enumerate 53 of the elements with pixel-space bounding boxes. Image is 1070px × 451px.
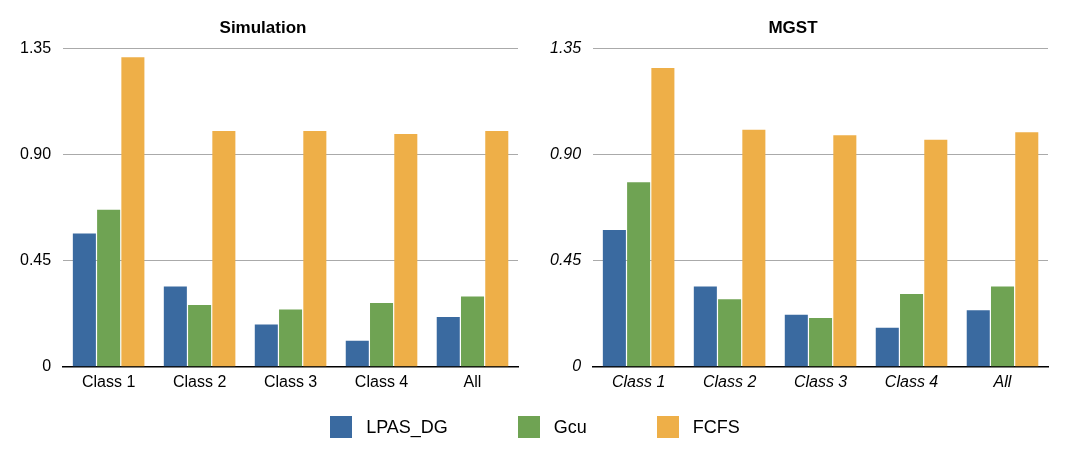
bar xyxy=(370,302,394,367)
bar xyxy=(784,314,808,367)
x-tick-label: All xyxy=(992,372,1012,390)
bar xyxy=(1015,132,1039,367)
bar xyxy=(966,310,990,367)
bar xyxy=(254,324,278,367)
bar xyxy=(212,130,236,367)
legend-label: FCFS xyxy=(692,416,740,438)
x-tick-label: Class 3 xyxy=(263,372,318,390)
y-tick-label: 1.35 xyxy=(550,38,582,56)
bar xyxy=(279,309,303,367)
x-tick-label: Class 4 xyxy=(354,372,409,390)
x-tick-label: Class 2 xyxy=(172,372,227,390)
bar xyxy=(693,286,717,367)
bar xyxy=(718,299,742,367)
chart-title: MGST xyxy=(768,17,819,37)
bar xyxy=(833,135,857,367)
y-tick-label: 0.45 xyxy=(550,251,582,269)
bar xyxy=(990,286,1015,367)
bar xyxy=(394,134,418,367)
bar xyxy=(188,305,212,367)
bar xyxy=(97,209,121,367)
chart-title: Simulation xyxy=(219,17,307,37)
bar xyxy=(742,129,766,367)
legend-label: LPAS_DG xyxy=(366,416,448,438)
bar xyxy=(485,130,509,367)
y-tick-label: 0.90 xyxy=(20,144,52,162)
y-tick-label: 0 xyxy=(42,357,52,375)
bar xyxy=(121,57,145,367)
x-tick-label: Class 4 xyxy=(884,372,939,390)
x-tick-label: Class 3 xyxy=(793,372,848,390)
bar xyxy=(602,230,626,367)
bar xyxy=(72,233,96,367)
x-tick-label: Class 2 xyxy=(702,372,757,390)
legend-label: Gcu xyxy=(553,416,587,438)
bar xyxy=(303,130,327,367)
bar xyxy=(924,139,948,367)
y-tick-label: 1.35 xyxy=(20,38,52,56)
bar xyxy=(651,67,675,367)
bar xyxy=(900,293,924,367)
bar xyxy=(875,327,899,367)
bar xyxy=(163,286,187,367)
bar xyxy=(436,317,460,367)
bar xyxy=(627,182,651,367)
y-tick-label: 0.45 xyxy=(20,251,52,269)
bar xyxy=(345,340,369,367)
bar xyxy=(460,296,485,367)
y-tick-label: 0.90 xyxy=(550,144,582,162)
x-tick-label: Class 1 xyxy=(611,372,666,390)
x-tick-label: Class 1 xyxy=(81,372,136,390)
y-tick-label: 0 xyxy=(572,357,582,375)
x-tick-label: All xyxy=(463,372,482,390)
bar xyxy=(809,317,833,367)
